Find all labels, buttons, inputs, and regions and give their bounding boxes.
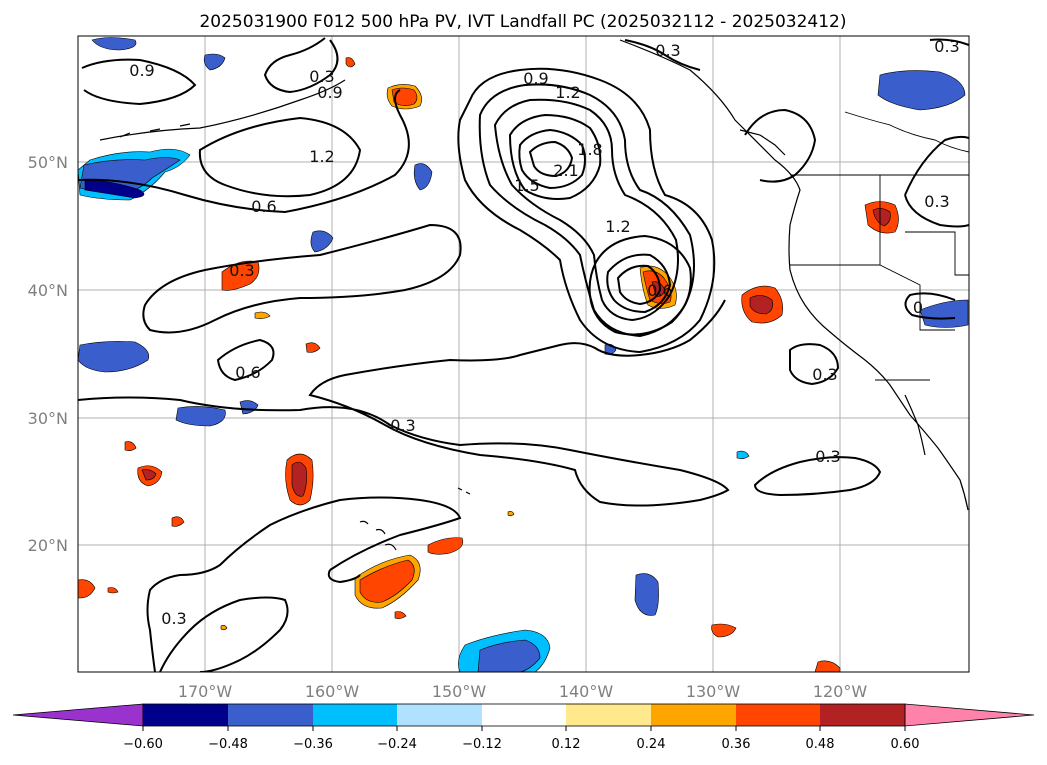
colorbar-tick-label: −0.60 <box>123 737 163 752</box>
colorbar-bin <box>313 704 397 726</box>
lon-label-140w: 140°W <box>559 682 614 701</box>
map-area: 0.9 0.9 0.9 0.3 0.3 1.2 1.2 1.2 2.1 1.8 … <box>78 36 969 672</box>
contour-label: 0.9 <box>317 83 342 102</box>
contour-label: 0 <box>913 298 923 317</box>
colorbar-bin <box>651 704 736 726</box>
contour-label: 0.3 <box>812 365 837 384</box>
contour-label: 2.1 <box>553 161 578 180</box>
lat-label-50n: 50°N <box>28 153 68 172</box>
pv-positive-areas <box>78 57 899 672</box>
colorbar-tick-label: 0.48 <box>806 737 835 752</box>
latitude-labels: 50°N 40°N 30°N 20°N <box>28 153 68 555</box>
colorbar-tick-label: −0.48 <box>208 737 248 752</box>
lat-label-40n: 40°N <box>28 281 68 300</box>
contour-label: 0.3 <box>655 41 680 60</box>
contour-label: 1.2 <box>605 217 630 236</box>
contour-label: 0.6 <box>647 281 672 300</box>
lon-label-150w: 150°W <box>432 682 487 701</box>
colorbar-tick-label: −0.36 <box>293 737 333 752</box>
map-frame <box>77 35 970 673</box>
lat-label-20n: 20°N <box>28 536 68 555</box>
contour-label: 0.3 <box>924 192 949 211</box>
political-borders <box>790 111 969 381</box>
colorbar: −0.60 −0.48 −0.36 −0.24 −0.12 0.12 0.24 … <box>12 703 1035 752</box>
lon-label-160w: 160°W <box>305 682 360 701</box>
graticule <box>78 36 969 672</box>
colorbar-bin <box>736 704 820 726</box>
colorbar-bin <box>228 704 313 726</box>
contour-label: 0.3 <box>815 447 840 466</box>
contour-label: 0.3 <box>309 67 334 86</box>
colorbar-bin <box>820 704 905 726</box>
pv-negative-areas <box>78 37 969 672</box>
contour-label: 0.3 <box>161 609 186 628</box>
colorbar-tick-label: 0.60 <box>891 737 920 752</box>
contour-label: 0.6 <box>251 197 276 216</box>
colorbar-bin <box>397 704 482 726</box>
lon-label-170w: 170°W <box>178 682 233 701</box>
contour-label: 0.3 <box>390 416 415 435</box>
colorbar-bin <box>143 704 228 726</box>
colorbar-tick-label: 0.36 <box>722 737 751 752</box>
colorbar-tick-label: 0.12 <box>552 737 581 752</box>
contour-label: 0.9 <box>129 61 154 80</box>
contour-label: 1.8 <box>577 140 602 159</box>
lon-label-120w: 120°W <box>813 682 868 701</box>
map-title: 2025031900 F012 500 hPa PV, IVT Landfall… <box>199 12 846 32</box>
colorbar-tick-label: −0.12 <box>462 737 502 752</box>
contour-label: 0.3 <box>229 261 254 280</box>
colorbar-extend-low <box>12 703 144 727</box>
lon-label-130w: 130°W <box>686 682 741 701</box>
longitude-labels: 170°W 160°W 150°W 140°W 130°W 120°W <box>178 682 868 701</box>
contour-label: 1.2 <box>555 83 580 102</box>
colorbar-tick-label: −0.24 <box>377 737 417 752</box>
colorbar-bin <box>566 704 651 726</box>
colorbar-bin <box>482 704 566 726</box>
colorbar-tick-label: 0.24 <box>637 737 666 752</box>
contour-label: 0.9 <box>523 69 548 88</box>
contour-label: 0.3 <box>934 37 959 56</box>
contour-label: 1.5 <box>514 176 539 195</box>
contour-label: 1.2 <box>309 147 334 166</box>
contour-label: 0.6 <box>235 363 260 382</box>
coastlines <box>99 39 969 551</box>
lat-label-30n: 30°N <box>28 409 68 428</box>
ivt-contours <box>78 37 969 672</box>
colorbar-extend-high <box>904 703 1035 727</box>
contour-labels: 0.9 0.9 0.9 0.3 0.3 1.2 1.2 1.2 2.1 1.8 … <box>129 37 959 628</box>
